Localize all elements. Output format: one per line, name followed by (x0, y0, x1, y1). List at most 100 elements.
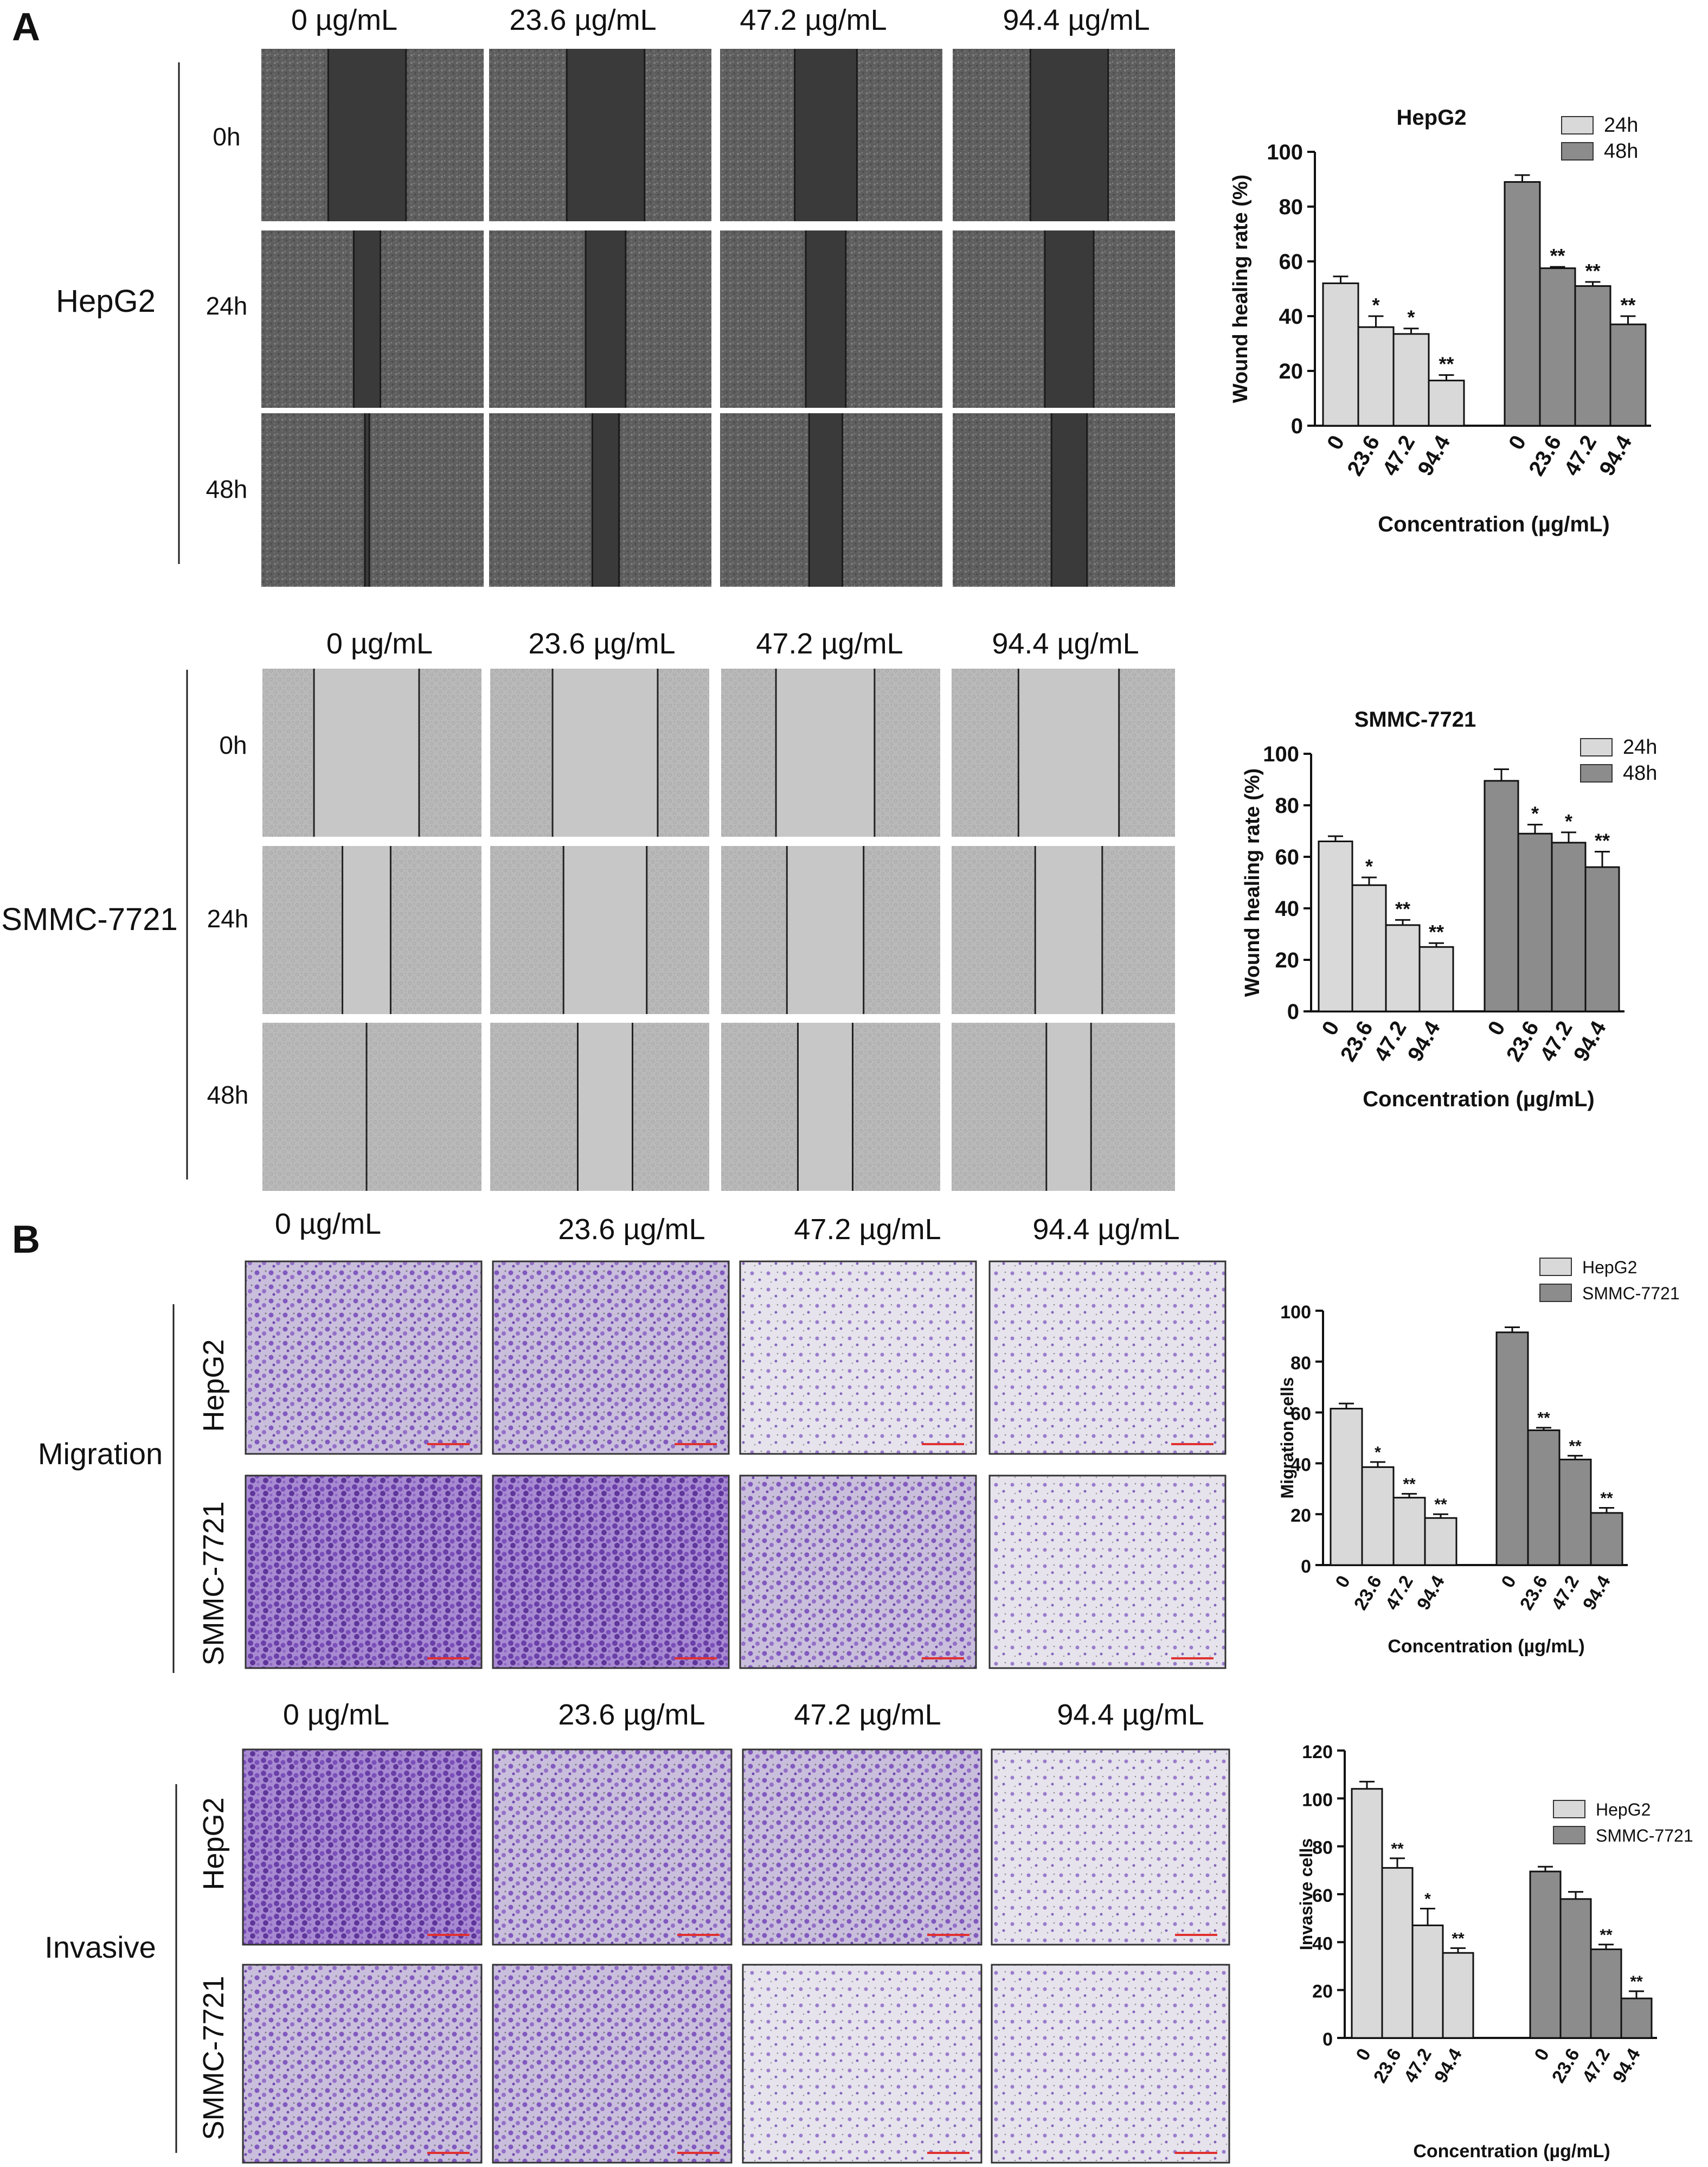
hepg2-row-label: HepG2 (56, 284, 156, 319)
smmc-wound-x-tick-label: 47.2 (1370, 1017, 1411, 1066)
hepg2-wound-y-tick-label: 80 (1279, 195, 1304, 219)
invasive-bar-1-3 (1620, 1997, 1653, 2039)
smmc-wound-image-r0-c0 (262, 669, 481, 837)
invasive-x-tick-label: 94.4 (1609, 2045, 1645, 2086)
smmc-wound-sig-mark: ** (1429, 921, 1444, 943)
smmc-wound-sig-mark: * (1365, 855, 1373, 877)
migration-x-tick-label: 23.6 (1350, 1572, 1386, 1613)
invasive-image-r1-c1 (492, 1964, 733, 2164)
smmc-wound-image-r0-c3 (952, 669, 1175, 837)
invasive-legend-label: SMMC-7721 (1596, 1826, 1693, 1845)
smmc-time-24h: 24h (207, 905, 249, 933)
hepg2-wound-image-r0-c2 (720, 49, 942, 221)
smmc-wound-legend-label: 48h (1623, 762, 1657, 785)
smmc-wound-image-r2-c3 (952, 1023, 1175, 1191)
invasive-bar-1-0 (1529, 1870, 1562, 2039)
smmc-conc-header-2: 47.2 µg/mL (756, 627, 903, 660)
invasive-x-tick-label: 23.6 (1370, 2045, 1405, 2086)
smmc-wound-x-tick-label: 0 (1318, 1017, 1344, 1040)
invasive-y-tick-label: 80 (1312, 1838, 1333, 1858)
smmc-wound-sig-mark: ** (1595, 830, 1610, 852)
smmc-time-0h: 0h (219, 731, 247, 759)
hepg2-wound-chart: 0 20 40 60 80 100 Wound healing rate (%) Concen… (1229, 106, 1651, 536)
hepg2-conc-header-3: 94.4 µg/mL (1003, 4, 1150, 36)
hepg2-wound-bar-1-2 (1574, 285, 1611, 427)
hepg2-wound-x-tick-label: 0 (1322, 432, 1349, 454)
migration-bar-0-1 (1361, 1466, 1395, 1566)
migration-bar-1-3 (1590, 1512, 1623, 1566)
hepg2-wound-x-tick-label: 94.4 (1413, 431, 1455, 480)
migration-x-tick-label: 0 (1332, 1572, 1354, 1591)
migration-sig-mark: ** (1537, 1409, 1550, 1427)
hepg2-conc-header-0: 0 µg/mL (291, 4, 397, 36)
migration-hepg2-label: HepG2 (197, 1339, 230, 1432)
smmc-wound-y-tick-label: 20 (1275, 948, 1300, 972)
smmc-wound-image-r1-c0 (262, 846, 481, 1014)
hepg2-wound-image-r1-c0 (261, 230, 484, 408)
hepg2-wound-image-r1-c1 (489, 230, 711, 408)
hepg2-wound-image-r1-c3 (953, 230, 1175, 408)
hepg2-wound-sig-mark: * (1407, 306, 1415, 329)
panel-label-b: B (12, 1218, 40, 1261)
migration-y-tick-label: 0 (1301, 1556, 1311, 1577)
hepg2-wound-bar-1-3 (1609, 323, 1647, 427)
migration-y-tick-label: 80 (1290, 1353, 1311, 1374)
invasive-sig-mark: ** (1600, 1926, 1613, 1944)
smmc-wound-x-tick-label: 23.6 (1336, 1017, 1378, 1066)
hepg2-wound-sig-mark: ** (1439, 353, 1454, 375)
smmc-wound-x-tick-label: 47.2 (1536, 1017, 1577, 1066)
migration-block: 0 µg/mL 23.6 µg/mL 47.2 µg/mL 94.4 µg/mL… (38, 1208, 1227, 1673)
smmc-wound-bar-1-0 (1484, 780, 1519, 1012)
hepg2-wound-y-tick-label: 60 (1279, 250, 1304, 274)
invasive-y-tick-label: 120 (1302, 1742, 1333, 1762)
hepg2-wound-bar-1-0 (1504, 181, 1541, 427)
migration-y-tick-label: 100 (1280, 1302, 1311, 1323)
hepg2-wound-y-tick-label: 0 (1291, 414, 1303, 438)
migration-row-label: Migration (38, 1437, 163, 1471)
migration-image-r1-c2 (739, 1474, 977, 1669)
invasive-image-r0-c1 (492, 1748, 733, 1946)
smmc-wound-block: 0 µg/mL 23.6 µg/mL 47.2 µg/mL 94.4 µg/mL… (1, 627, 1175, 1191)
smmc-wound-sig-mark: * (1531, 803, 1539, 825)
hepg2-wound-image-r2-c1 (489, 413, 711, 587)
hepg2-wound-x-tick-label: 94.4 (1595, 431, 1636, 480)
invasive-x-tick-label: 47.2 (1578, 2045, 1614, 2086)
invasive-image-r0-c2 (742, 1748, 983, 1946)
smmc-wound-image-r1-c1 (490, 846, 709, 1014)
migration-sig-mark: ** (1403, 1476, 1416, 1493)
migration-conc-header-0: 0 µg/mL (275, 1208, 381, 1240)
invasive-hepg2-label: HepG2 (197, 1797, 230, 1890)
hepg2-wound-sig-mark: ** (1620, 294, 1635, 316)
smmc-wound-image-r1-c3 (952, 846, 1175, 1014)
smmc-wound-x-label: Concentration (µg/mL) (1363, 1087, 1594, 1111)
invasive-conc-header-3: 94.4 µg/mL (1057, 1698, 1204, 1731)
migration-bar-0-2 (1392, 1497, 1426, 1566)
migration-x-label: Concentration (µg/mL) (1388, 1636, 1584, 1657)
smmc-wound-bar-0-0 (1318, 841, 1353, 1012)
hepg2-wound-bar-0-1 (1357, 326, 1395, 427)
migration-conc-header-1: 23.6 µg/mL (558, 1213, 705, 1246)
smmc-wound-y-tick-label: 60 (1275, 845, 1300, 869)
hepg2-wound-sig-mark: ** (1585, 260, 1600, 282)
hepg2-wound-y-tick-label: 100 (1267, 140, 1303, 164)
hepg2-wound-legend-swatch (1561, 116, 1594, 134)
migration-legend-label: SMMC-7721 (1582, 1284, 1680, 1303)
smmc-wound-image-r2-c0 (262, 1023, 481, 1191)
smmc-row-label: SMMC-7721 (1, 902, 178, 937)
migration-y-label: Migration cells (1277, 1377, 1297, 1498)
smmc-wound-sig-mark: ** (1395, 897, 1410, 920)
smmc-wound-x-tick-label: 0 (1484, 1017, 1510, 1040)
migration-x-tick-label: 23.6 (1516, 1572, 1552, 1613)
invasive-x-tick-label: 0 (1352, 2045, 1375, 2064)
hepg2-wound-x-tick-label: 0 (1504, 432, 1531, 454)
migration-smmc-label: SMMC-7721 (197, 1501, 230, 1665)
smmc-wound-y-label: Wound healing rate (%) (1241, 768, 1264, 997)
invasive-x-label: Concentration (µg/mL) (1413, 2141, 1610, 2162)
invasive-y-tick-label: 60 (1312, 1886, 1333, 1906)
migration-y-tick-label: 60 (1290, 1404, 1311, 1425)
invasive-block: 0 µg/mL 23.6 µg/mL 47.2 µg/mL 94.4 µg/mL… (44, 1698, 1230, 2164)
hepg2-wound-image-r2-c0 (261, 413, 484, 587)
hepg2-conc-header-2: 47.2 µg/mL (740, 4, 887, 36)
